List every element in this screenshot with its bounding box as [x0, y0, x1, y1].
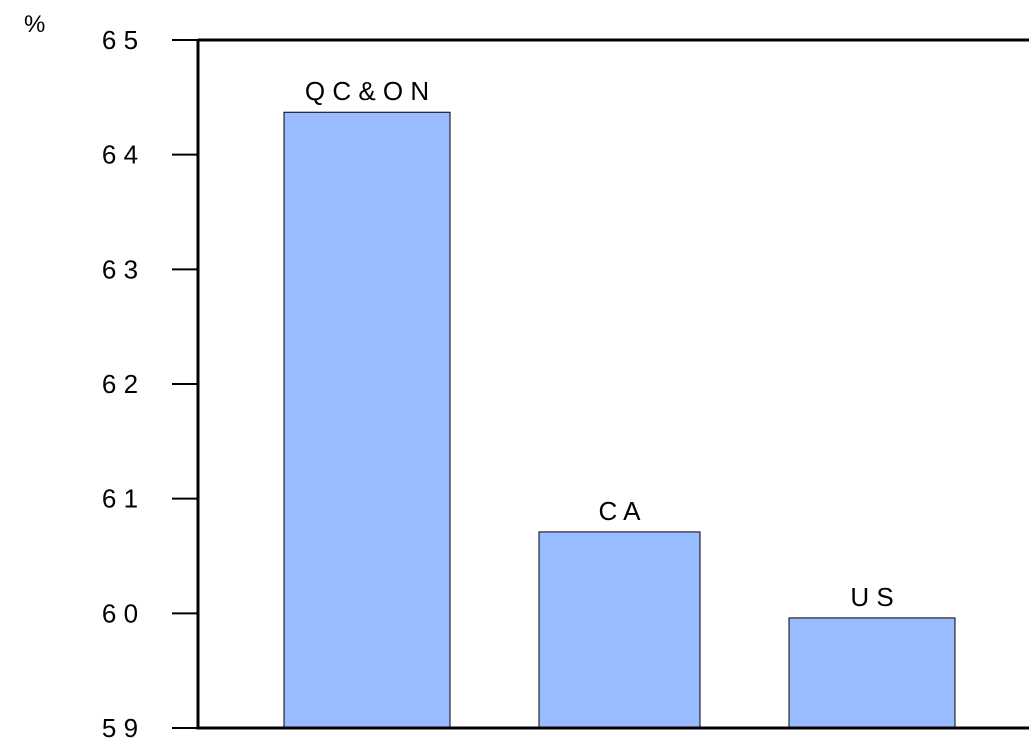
bar [788, 617, 956, 729]
bar-category-label: U S [850, 582, 893, 612]
plot-frame [196, 38, 1029, 730]
y-axis-ticks: 5 9 6 0 6 1 6 2 6 3 6 4 6 5 [102, 25, 198, 741]
y-tick-label: 5 9 [102, 713, 138, 741]
y-tick-label: 6 5 [102, 25, 138, 55]
bar-category-label: C A [599, 496, 642, 526]
y-tick-label: 6 0 [102, 598, 138, 628]
bar [283, 111, 451, 729]
bar-category-label: Q C & O N [305, 76, 429, 106]
y-tick-label: 6 4 [102, 140, 138, 170]
y-tick-label: 6 2 [102, 369, 138, 399]
bar [538, 531, 701, 729]
bars-group: Q C & O N C A U S [283, 76, 956, 729]
y-tick-label: 6 1 [102, 484, 138, 514]
y-unit-label: % [24, 11, 45, 38]
y-tick-label: 6 3 [102, 254, 138, 284]
